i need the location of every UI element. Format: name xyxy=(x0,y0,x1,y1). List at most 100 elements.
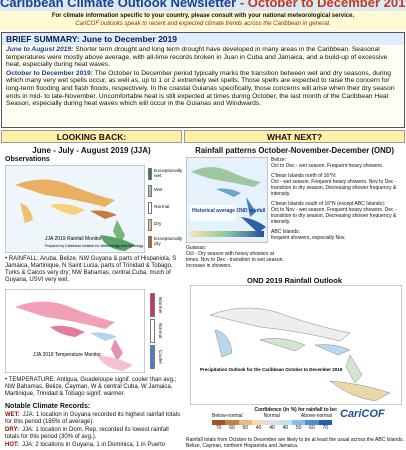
temperature-legend: Warmer Normal Cooler xyxy=(150,292,180,370)
record-text: JJA: 1 location in Dom. Rep. recorded it… xyxy=(5,426,169,440)
subheading: June - July - August 2019 (JJA) xyxy=(32,146,151,155)
record-tag: HOT: xyxy=(5,441,19,448)
legend-item: Wet xyxy=(148,182,182,199)
text: Oct - Dry season with heavy showers at t… xyxy=(186,251,284,269)
record-text: JJA: 1 location in Guyana recorded its h… xyxy=(5,412,181,425)
region: Belize: xyxy=(271,157,287,163)
logo: CariCOF xyxy=(340,408,385,420)
legend-item: Exceptionally dry xyxy=(148,233,182,250)
rainfall-map: JJA 2019 Rainfall Monitor Prepared by Ca… xyxy=(5,165,145,253)
temperature-map: JJA 2019 Temperature Monitor xyxy=(5,289,145,373)
record-tag: DRY: xyxy=(5,426,19,433)
lead: June to August 2019: xyxy=(6,46,74,53)
scale-cell: 60 xyxy=(305,420,319,431)
records-heading: Notable Climate Records: xyxy=(5,403,91,410)
legend-item: Exceptionally wet xyxy=(148,165,182,182)
swatch xyxy=(150,345,155,369)
swatch xyxy=(148,184,152,197)
categories: Below-normal Normal Above-normal xyxy=(212,413,332,419)
historical-map: Historical average OND rainfall xyxy=(186,157,268,243)
legend-label: Dry xyxy=(154,222,162,227)
rainfall-legend: Exceptionally wet Wet Normal Dry Exceptional… xyxy=(148,165,182,253)
pattern: C'bean Islands north of 16°N: Oct - wet s… xyxy=(271,173,405,197)
legend-item: Normal xyxy=(150,318,180,344)
summary: BRIEF SUMMARY: June to December 2019 Jun… xyxy=(1,32,405,128)
record: HOT: JJA: 2 locations in Guyana, 1 in Dom… xyxy=(5,442,182,449)
pattern-text: Oct to Dec - wet season. Frequent heavy … xyxy=(271,163,384,169)
pattern-text: Oct to Nov - wet season. Frequent heavy … xyxy=(271,207,397,225)
swatch xyxy=(148,235,152,248)
title-period: - October to December 2019 xyxy=(239,0,406,10)
region: ABC Islands: xyxy=(271,229,300,235)
legend-label: Normal xyxy=(157,323,162,339)
legend-label: Warmer xyxy=(157,296,162,314)
swatch xyxy=(148,201,152,214)
confidence-scale: 70 60 50 40 40 40 50 60 70 xyxy=(212,420,332,431)
region: C'bean Islands north of 16°N: xyxy=(271,173,337,179)
legend-label: Cooler xyxy=(157,349,162,365)
observations: Observations xyxy=(5,156,50,163)
rainfall-text: RAINFALL: Aruba, Belize, NW Guyana & par… xyxy=(5,256,180,284)
category: Below-normal xyxy=(212,413,243,419)
legend-item: Warmer xyxy=(150,292,180,318)
legend-item: Dry xyxy=(148,216,182,233)
category: Normal xyxy=(263,413,280,419)
swatch xyxy=(148,218,152,231)
info-note: CariCOF outlooks speak to recent and exp… xyxy=(75,20,331,27)
map-caption: Precipitation Outlook for the Caribbean … xyxy=(200,367,343,372)
record-text: JJA: 2 locations in Guyana, 1 in Dominic… xyxy=(22,441,166,448)
map-caption: JJA 2019 Rainfall Monitor xyxy=(45,236,102,242)
legend-label: Exceptionally wet xyxy=(154,168,183,179)
outlook-map: Precipitation Outlook for the Caribbean … xyxy=(190,285,402,405)
scale-cell: 70 xyxy=(212,420,226,431)
swatch xyxy=(150,319,155,343)
pattern-text: Oct - wet season. Frequent heavy showers… xyxy=(271,179,397,197)
pattern-text: frequent showers, especially Nov. xyxy=(271,235,346,241)
scale-cell: 50 xyxy=(291,420,306,431)
title: Caribbean Climate Outlook Newsletter xyxy=(0,0,237,10)
map-caption: JJA 2019 Temperature Monitor xyxy=(33,352,101,358)
pattern: ABC Islands: frequent showers, especially… xyxy=(271,229,405,241)
patterns: Belize: Oct to Dec - wet season. Frequent… xyxy=(271,157,405,245)
pattern: C'bean Islands south of 16°N (except ABC… xyxy=(271,201,405,225)
legend-item: Normal xyxy=(148,199,182,216)
legend-label: Wet xyxy=(154,188,163,193)
paragraph: October to December 2019: The October to… xyxy=(2,69,404,108)
record: DRY: JJA: 1 location in Dom. Rep. recorde… xyxy=(5,427,182,441)
legend-item: Cooler xyxy=(150,344,180,370)
legend-label: Normal xyxy=(154,205,170,210)
map-credit: Prepared by Caribbean Institute for Mete… xyxy=(45,244,143,248)
region: Guianas: xyxy=(186,245,207,251)
scale-cell: 60 xyxy=(225,420,239,431)
subheading: Rainfall patterns October-November-Decem… xyxy=(195,146,394,155)
text: The October to December period typically… xyxy=(6,69,395,108)
title-bar: Caribbean Climate Outlook Newsletter - O… xyxy=(0,0,406,11)
outlook-heading: OND 2019 Rainfall Outlook xyxy=(246,276,343,285)
confidence: Confidence (in %) for rainfall to be: xyxy=(254,407,338,413)
info-text: For climate information specific to your… xyxy=(51,13,355,19)
scale-cell: 40 xyxy=(251,420,266,431)
guianas: Guianas: Oct - Dry season with heavy show… xyxy=(186,245,286,269)
map-caption: Historical average OND rainfall xyxy=(192,208,266,214)
lead: October to December 2019: xyxy=(6,69,93,77)
scale-cell: 40 xyxy=(265,420,279,431)
pattern: Belize: Oct to Dec - wet season. Frequent… xyxy=(271,157,405,169)
info: For climate information specific to your… xyxy=(0,11,406,31)
scale-cell: 40 xyxy=(278,420,292,431)
outlook-text: Rainfall totals from October to December… xyxy=(186,437,404,449)
text: Shorter term drought and long term droug… xyxy=(6,46,388,69)
scale-cell: 50 xyxy=(238,420,252,431)
paragraph: June to August 2019: Shorter term drough… xyxy=(2,45,404,69)
column-heading: WHAT NEXT? xyxy=(184,130,405,143)
temperature-text: TEMPERATURE: Antigua, Guadeloupe signif.… xyxy=(5,377,180,398)
category: Above-normal xyxy=(300,413,332,419)
column-heading: LOOKING BACK: xyxy=(1,130,182,143)
record: WET: JJA: 1 location in Guyana recorded i… xyxy=(5,412,182,426)
swatch xyxy=(150,293,155,317)
region: C'bean Islands south of 16°N (except ABC… xyxy=(271,201,386,207)
scale-cell: 70 xyxy=(318,420,332,431)
summary-heading: BRIEF SUMMARY: June to December 2019 xyxy=(2,33,404,45)
record-tag: WET: xyxy=(5,412,20,418)
records: WET: JJA: 1 location in Guyana recorded i… xyxy=(5,412,182,450)
